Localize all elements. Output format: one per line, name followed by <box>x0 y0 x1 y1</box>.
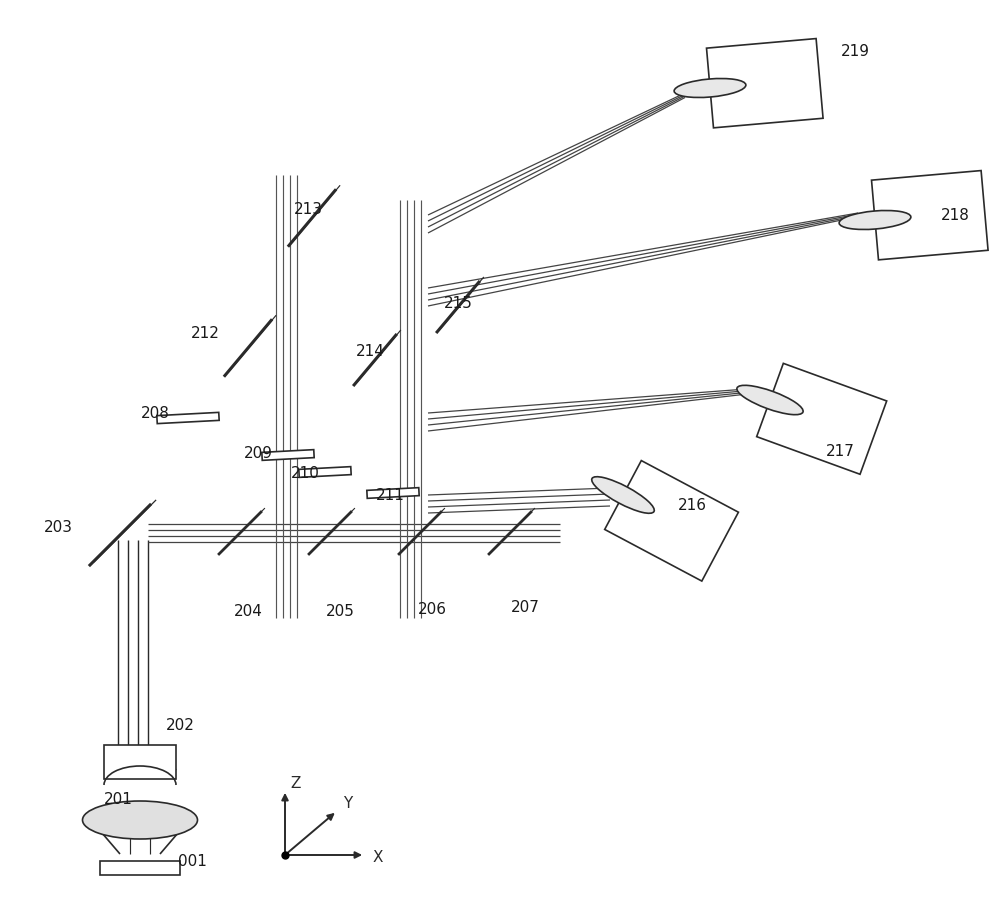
Ellipse shape <box>82 801 198 839</box>
Text: 205: 205 <box>326 604 354 620</box>
Text: X: X <box>373 850 384 864</box>
Polygon shape <box>605 461 738 581</box>
Text: 215: 215 <box>444 295 472 311</box>
Ellipse shape <box>592 476 654 514</box>
Text: Z: Z <box>290 775 300 791</box>
Polygon shape <box>367 487 419 498</box>
Text: 214: 214 <box>356 345 384 359</box>
Ellipse shape <box>674 78 746 97</box>
Text: 213: 213 <box>294 203 322 217</box>
Polygon shape <box>100 861 180 875</box>
Text: 218: 218 <box>941 207 969 223</box>
Text: 208: 208 <box>141 406 169 422</box>
Text: 207: 207 <box>511 600 539 614</box>
Text: 203: 203 <box>44 521 72 535</box>
Text: 001: 001 <box>178 854 206 870</box>
Polygon shape <box>299 466 351 477</box>
Ellipse shape <box>839 211 911 229</box>
Text: 211: 211 <box>376 487 404 503</box>
Text: 204: 204 <box>234 604 262 620</box>
Polygon shape <box>872 171 988 260</box>
Text: 209: 209 <box>244 446 272 462</box>
Text: 201: 201 <box>104 793 132 807</box>
Polygon shape <box>104 745 176 779</box>
Polygon shape <box>157 413 219 424</box>
Text: 217: 217 <box>826 445 854 460</box>
Polygon shape <box>757 364 887 474</box>
Text: 216: 216 <box>678 497 706 513</box>
Text: 202: 202 <box>166 718 194 734</box>
Text: 219: 219 <box>840 45 870 59</box>
Text: 206: 206 <box>418 603 446 617</box>
Polygon shape <box>262 450 314 460</box>
Text: 212: 212 <box>191 325 219 341</box>
Polygon shape <box>707 38 823 128</box>
Text: 210: 210 <box>291 466 319 482</box>
Ellipse shape <box>737 385 803 415</box>
Text: Y: Y <box>343 795 352 811</box>
